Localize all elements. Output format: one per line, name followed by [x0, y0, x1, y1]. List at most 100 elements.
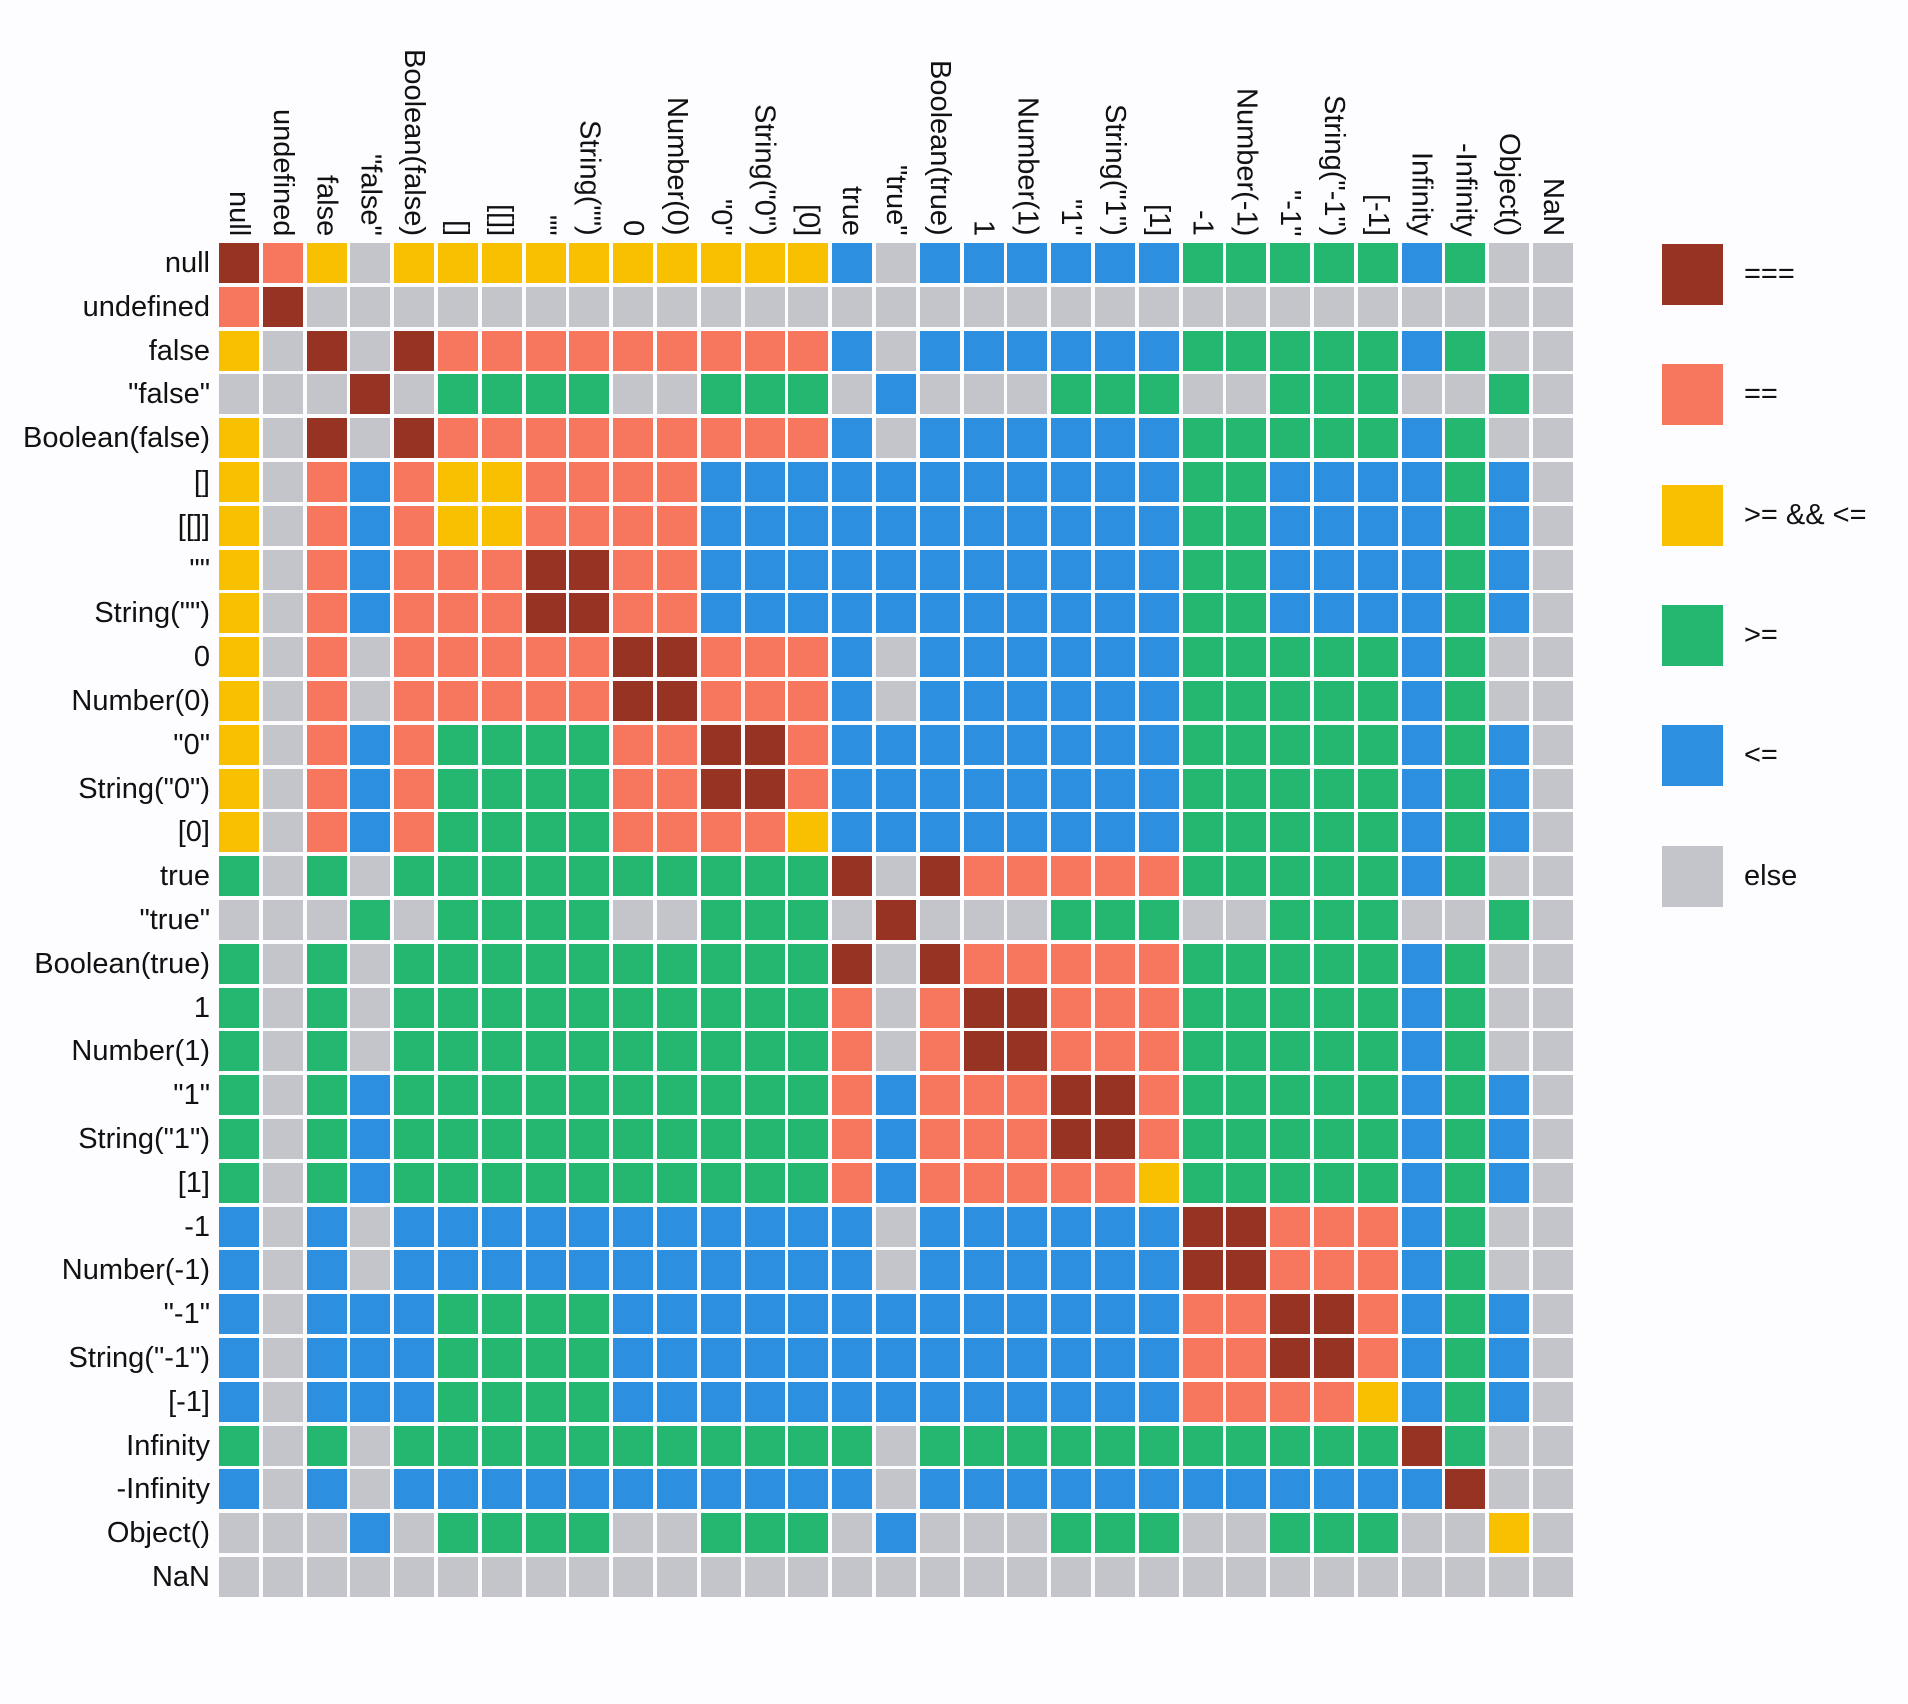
heatmap-cell	[876, 856, 916, 897]
heatmap-cell	[963, 943, 1004, 984]
column-label-text: Number(-1)	[1230, 87, 1263, 236]
heatmap-cell	[219, 987, 259, 1028]
heatmap-cell	[1182, 374, 1223, 415]
heatmap-cell	[1533, 374, 1573, 415]
heatmap-cell	[963, 681, 1004, 721]
column-label-text: Boolean(true)	[923, 60, 956, 236]
heatmap-cell	[613, 374, 654, 415]
heatmap-cell	[1357, 1469, 1398, 1510]
column-label-text: 1	[967, 219, 1000, 236]
heatmap-cell	[262, 1425, 303, 1466]
heatmap-cell	[963, 330, 1004, 371]
heatmap-cell	[219, 1119, 259, 1159]
heatmap-cell	[1138, 286, 1179, 327]
heatmap-cell	[219, 1206, 259, 1247]
heatmap-cell	[700, 1338, 741, 1378]
heatmap-cell	[1051, 768, 1092, 809]
heatmap-cell	[1533, 943, 1573, 984]
heatmap-cell	[569, 418, 610, 459]
heatmap-cell	[1489, 462, 1530, 502]
heatmap-cell	[1401, 286, 1442, 327]
heatmap-cell	[876, 1031, 916, 1072]
heatmap-cell	[481, 1206, 522, 1247]
heatmap-cell	[262, 243, 303, 283]
heatmap-cell	[1533, 1469, 1573, 1510]
heatmap-cell	[657, 549, 697, 590]
heatmap-cell	[1007, 943, 1048, 984]
heatmap-cell	[306, 987, 347, 1028]
heatmap-cell	[963, 549, 1004, 590]
heatmap-cell	[1314, 330, 1354, 371]
heatmap-cell	[1314, 1294, 1354, 1335]
heatmap-cell	[788, 1557, 829, 1597]
heatmap-cell	[1051, 1557, 1092, 1597]
heatmap-cell	[1401, 856, 1442, 897]
heatmap-cell	[1314, 593, 1354, 634]
heatmap-cell	[1533, 856, 1573, 897]
heatmap-cell	[744, 549, 785, 590]
heatmap-cell	[1401, 681, 1442, 721]
column-label-text: "true"	[880, 165, 912, 236]
heatmap-cell	[1138, 1469, 1179, 1510]
heatmap-cell	[613, 418, 654, 459]
heatmap-cell	[262, 374, 303, 415]
heatmap-cell	[1489, 724, 1530, 765]
heatmap-cell	[1138, 1557, 1179, 1597]
heatmap-cell	[438, 1338, 478, 1378]
heatmap-cell	[788, 1206, 829, 1247]
row-label: Infinity	[126, 1429, 210, 1462]
heatmap-cell	[1445, 505, 1486, 546]
heatmap-cell	[657, 593, 697, 634]
row-label: "1"	[173, 1079, 210, 1112]
heatmap-cell	[1226, 1250, 1267, 1291]
heatmap-cell	[1357, 856, 1398, 897]
heatmap-cell	[262, 812, 303, 853]
legend-swatch	[1662, 244, 1723, 305]
column-label-text: ""	[529, 215, 562, 236]
heatmap-cell	[1445, 987, 1486, 1028]
heatmap-cell	[1533, 681, 1573, 721]
column-label: Object()	[1487, 20, 1531, 236]
heatmap-cell	[1182, 987, 1223, 1028]
heatmap-cell	[963, 1425, 1004, 1466]
heatmap-cell	[700, 593, 741, 634]
heatmap-cell	[1357, 1557, 1398, 1597]
heatmap-cell	[963, 1338, 1004, 1378]
heatmap-cell	[1270, 724, 1311, 765]
heatmap-cell	[744, 987, 785, 1028]
heatmap-cell	[613, 330, 654, 371]
heatmap-cell	[876, 1162, 916, 1203]
heatmap-cell	[394, 462, 435, 502]
heatmap-cell	[1445, 1425, 1486, 1466]
heatmap-cell	[1445, 812, 1486, 853]
heatmap-cell	[657, 374, 697, 415]
heatmap-cell	[438, 374, 478, 415]
heatmap-cell	[1533, 768, 1573, 809]
heatmap-cell	[700, 1469, 741, 1510]
heatmap-cell	[306, 943, 347, 984]
heatmap-cell	[569, 243, 610, 283]
heatmap-cell	[744, 681, 785, 721]
heatmap-cell	[219, 1338, 259, 1378]
heatmap-cell	[1138, 1206, 1179, 1247]
heatmap-cell	[1007, 505, 1048, 546]
heatmap-cell	[1182, 681, 1223, 721]
heatmap-cell	[919, 593, 960, 634]
heatmap-cell	[569, 1338, 610, 1378]
heatmap-cell	[438, 900, 478, 940]
heatmap-cell	[1445, 462, 1486, 502]
heatmap-cell	[1138, 768, 1179, 809]
heatmap-cell	[876, 330, 916, 371]
heatmap-cell	[481, 1294, 522, 1335]
heatmap-cell	[832, 1075, 873, 1116]
heatmap-cell	[1445, 593, 1486, 634]
heatmap-cell	[569, 462, 610, 502]
heatmap-cell	[350, 243, 391, 283]
heatmap-cell	[219, 637, 259, 678]
column-label: "0"	[699, 20, 743, 236]
heatmap-cell	[876, 1250, 916, 1291]
heatmap-cell	[1489, 1381, 1530, 1422]
heatmap-cell	[1051, 374, 1092, 415]
heatmap-cell	[1489, 549, 1530, 590]
heatmap-cell	[744, 1119, 785, 1159]
